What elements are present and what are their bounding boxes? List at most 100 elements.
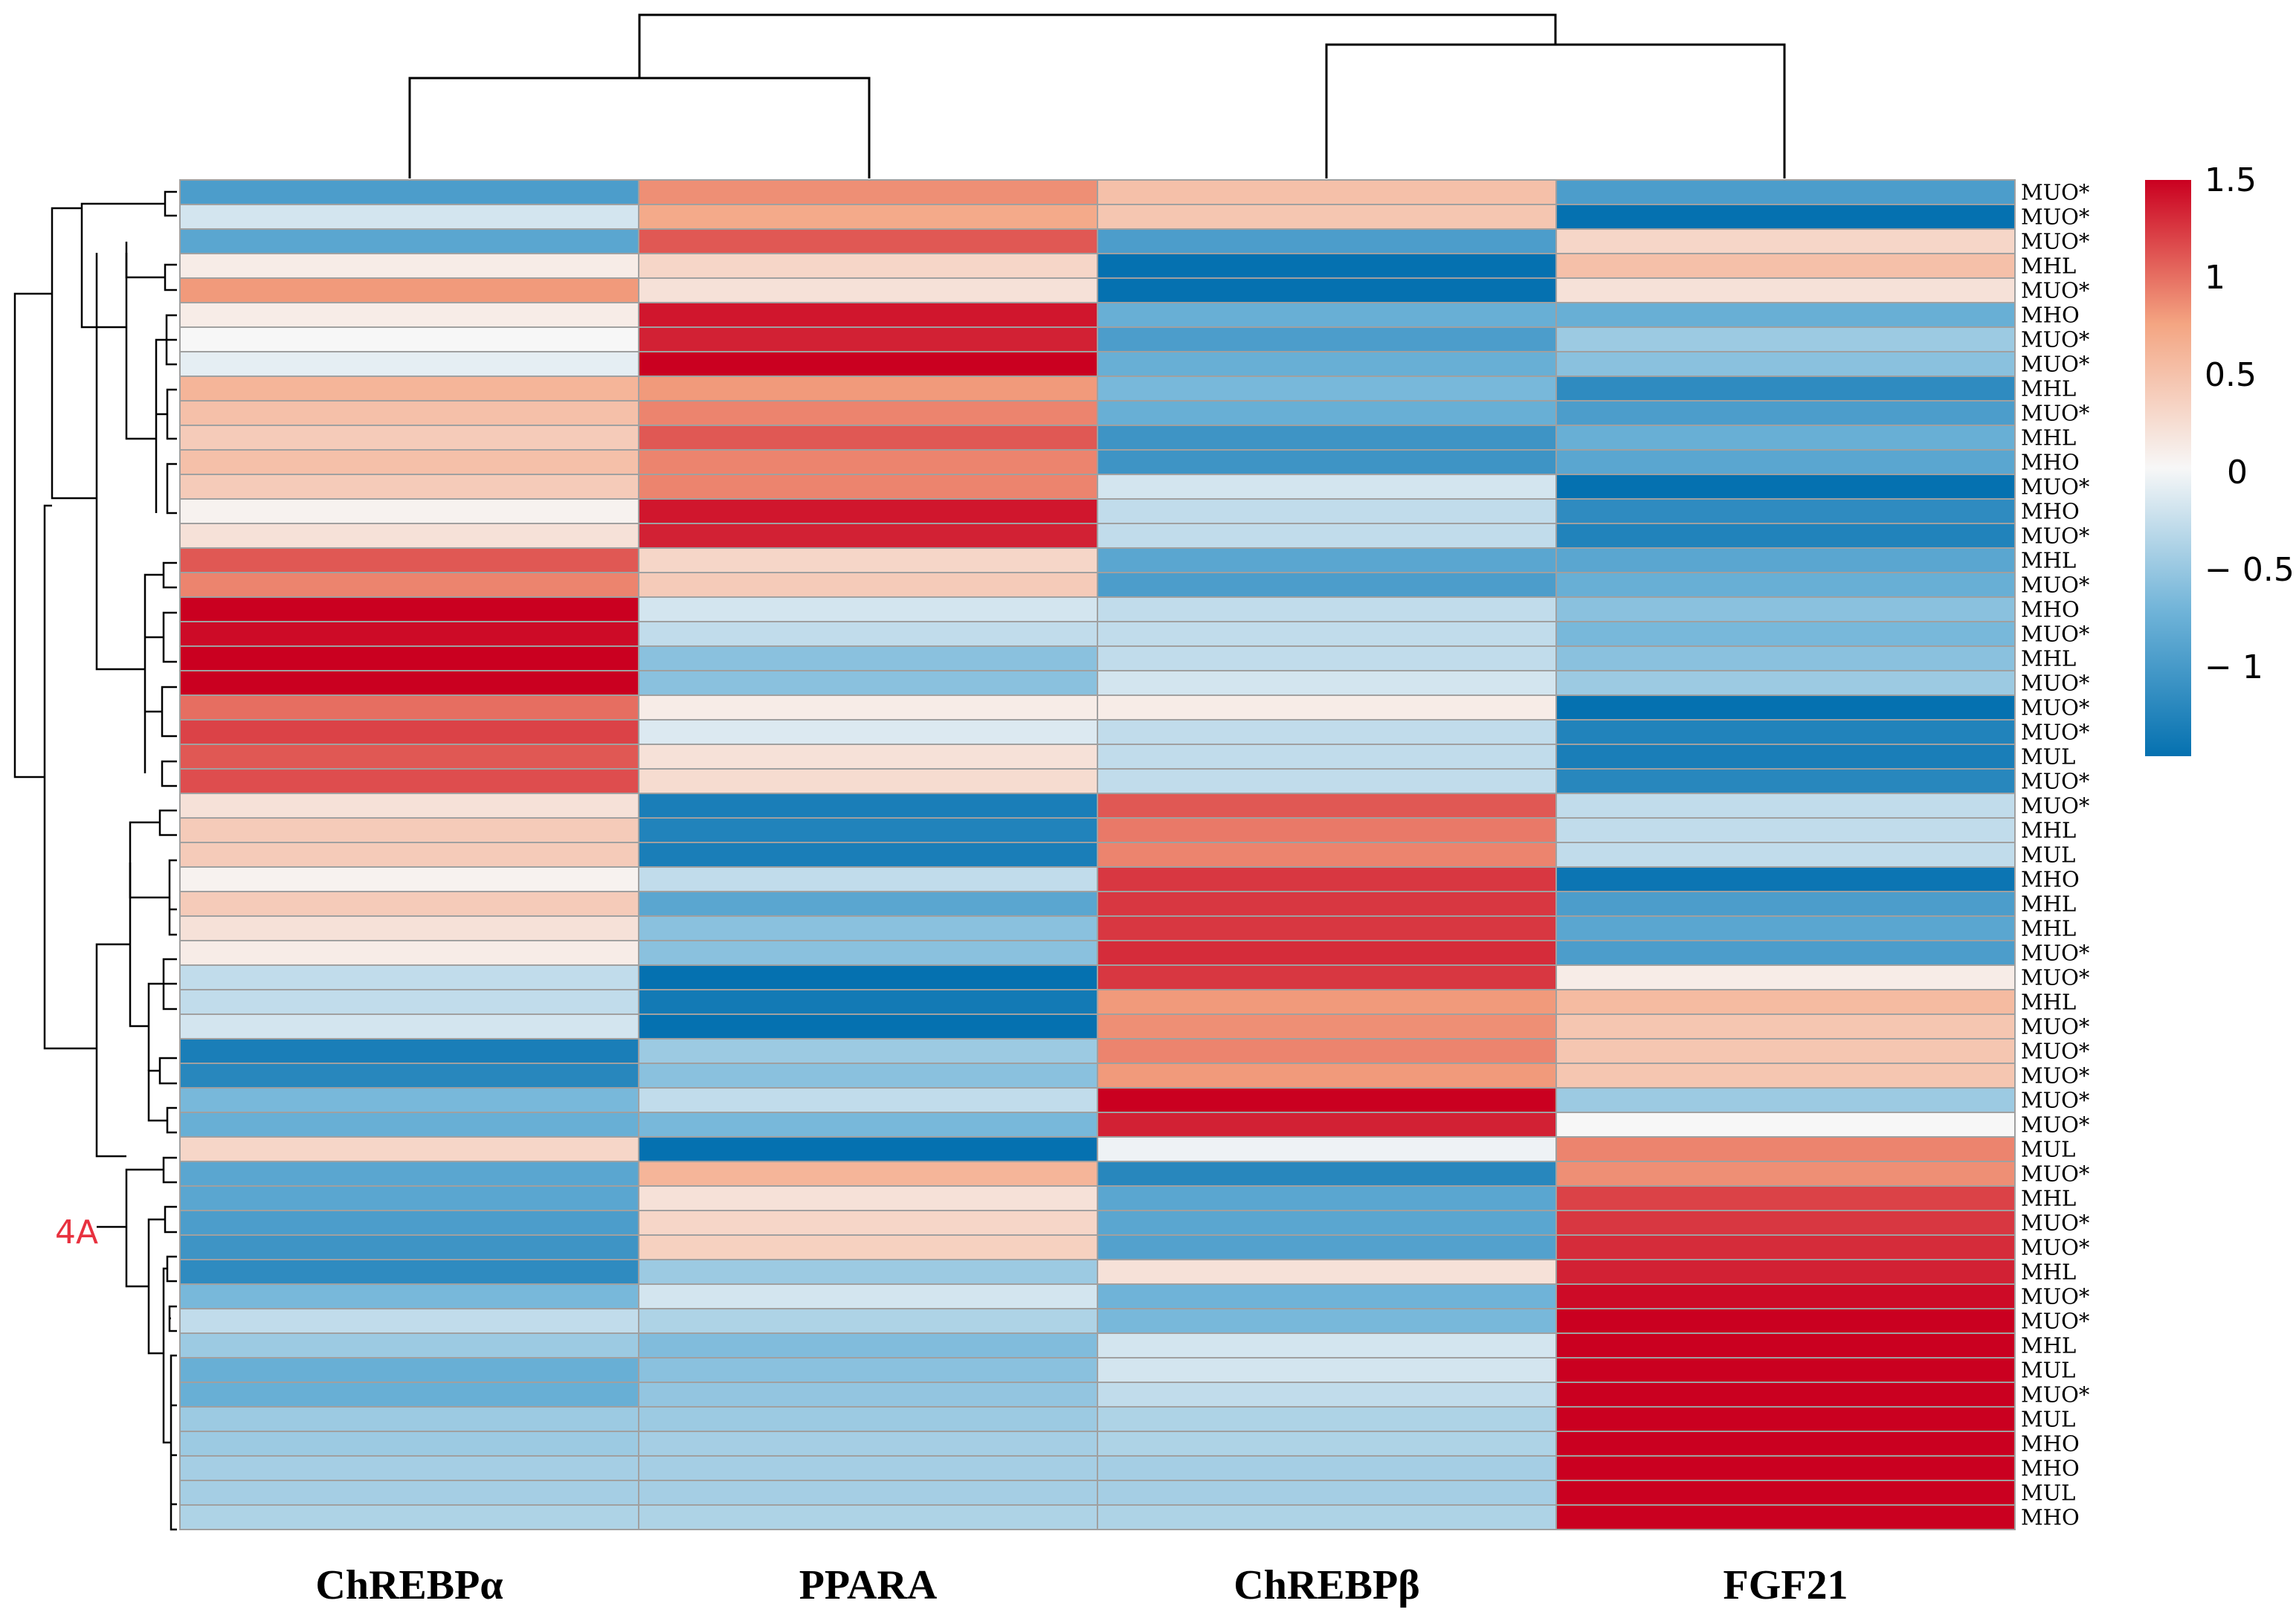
heatmap-cell [1097, 866, 1557, 892]
heatmap-cell [1555, 1013, 2016, 1040]
row-label: MUO* [2021, 671, 2090, 696]
col-dendro-link-root [638, 13, 1557, 78]
heatmap-cell [1097, 1308, 1557, 1334]
colorbar-tick-label: 1.5 [2205, 161, 2257, 199]
heatmap-cell [179, 1136, 639, 1162]
colorbar-tick-label: 0 [2227, 454, 2248, 491]
heatmap-cell [638, 1382, 1098, 1408]
heatmap-cell [638, 228, 1098, 254]
heatmap-cell [1097, 474, 1557, 500]
heatmap-cell [638, 1234, 1098, 1260]
row-label: MUL [2021, 1137, 2075, 1162]
heatmap-cell [1555, 645, 2016, 671]
heatmap-cell [1555, 1161, 2016, 1187]
heatmap-cell [638, 744, 1098, 770]
heatmap-cell [638, 572, 1098, 598]
heatmap-cell [638, 645, 1098, 671]
heatmap-cell [638, 474, 1098, 500]
row-label: MHL [2021, 1260, 2076, 1285]
heatmap-cell [1097, 842, 1557, 868]
heatmap-cell [638, 449, 1098, 475]
heatmap-cell [638, 1504, 1098, 1530]
heatmap-cell [1555, 915, 2016, 941]
row-label: MHO [2021, 1505, 2080, 1530]
cluster-annotation: 4A [55, 1214, 98, 1251]
heatmap-cell [1097, 253, 1557, 279]
heatmap-cell [638, 351, 1098, 377]
heatmap-cell [1097, 376, 1557, 402]
column-label: ChREBPα [315, 1562, 503, 1608]
heatmap-cell [179, 1308, 639, 1334]
heatmap-cell [179, 1013, 639, 1040]
heatmap-cell [179, 1480, 639, 1506]
heatmap-cell [1097, 1455, 1557, 1481]
heatmap-cell [638, 1161, 1098, 1187]
row-label: MUO* [2021, 204, 2090, 230]
heatmap-cell [179, 1455, 639, 1481]
row-label: MUO* [2021, 573, 2090, 598]
heatmap-cell [179, 228, 639, 254]
heatmap-cell [1097, 1210, 1557, 1236]
heatmap-cell [179, 400, 639, 426]
heatmap-cell [1555, 842, 2016, 868]
heatmap-cell [1555, 228, 2016, 254]
heatmap-cell [1555, 1185, 2016, 1211]
heatmap-cell [179, 1185, 639, 1211]
colorbar-tick-label: − 0.5 [2205, 551, 2295, 589]
heatmap-cell [638, 793, 1098, 819]
heatmap-cell [1097, 1136, 1557, 1162]
heatmap-cell [1097, 425, 1557, 451]
row-label: MUO* [2021, 1284, 2090, 1309]
heatmap-cell [1097, 228, 1557, 254]
heatmap-cell [638, 915, 1098, 941]
heatmap-cell [1555, 964, 2016, 990]
row-label: MHO [2021, 499, 2080, 524]
row-labels: MUO*MUO*MUO*MHLMUO*MHOMUO*MUO*MHLMUO*MHL… [2021, 180, 2090, 1530]
row-label: MUO* [2021, 229, 2090, 254]
heatmap-cell [1555, 1112, 2016, 1138]
row-label: MUL [2021, 1407, 2075, 1432]
heatmap-cell [638, 1283, 1098, 1309]
row-label: MUO* [2021, 793, 2090, 819]
row-label: MUL [2021, 1358, 2075, 1383]
heatmap-cell [1555, 891, 2016, 917]
row-label: MUO* [2021, 327, 2090, 352]
row-label: MUO* [2021, 180, 2090, 205]
heatmap-cell [1555, 1259, 2016, 1285]
heatmap-cell [638, 817, 1098, 843]
heatmap-cell [1097, 768, 1557, 794]
heatmap-cell [179, 744, 639, 770]
heatmap-cell [179, 817, 639, 843]
heatmap-cell [1555, 694, 2016, 721]
heatmap-cell [1555, 400, 2016, 426]
heatmap-cell [638, 940, 1098, 966]
heatmap-cell [1097, 1013, 1557, 1040]
row-label: MUO* [2021, 1235, 2090, 1260]
row-label: MUO* [2021, 941, 2090, 966]
column-label: PPARA [799, 1562, 938, 1608]
row-label: MUO* [2021, 1088, 2090, 1113]
heatmap-cell [1555, 1283, 2016, 1309]
heatmap-cell [1555, 1308, 2016, 1334]
heatmap-cell [1555, 1406, 2016, 1432]
heatmap-cell [638, 842, 1098, 868]
heatmap-cell [1097, 179, 1557, 205]
heatmap-cell [1097, 1112, 1557, 1138]
heatmap-cell [1555, 204, 2016, 230]
heatmap-cell [179, 940, 639, 966]
row-label: MHL [2021, 1333, 2076, 1358]
heatmap-cell [638, 621, 1098, 647]
heatmap-cell [638, 498, 1098, 524]
heatmap-cell [638, 1063, 1098, 1089]
heatmap-cell [179, 1161, 639, 1187]
row-label: MUO* [2021, 1211, 2090, 1236]
heatmap-cell [638, 547, 1098, 573]
heatmap-cell [1555, 596, 2016, 622]
heatmap-cell [1555, 1455, 2016, 1481]
heatmap-cell [638, 1087, 1098, 1113]
heatmap-cell [179, 1431, 639, 1457]
heatmap-cell [1555, 817, 2016, 843]
row-label: MHL [2021, 818, 2076, 843]
heatmap-cell [1555, 498, 2016, 524]
